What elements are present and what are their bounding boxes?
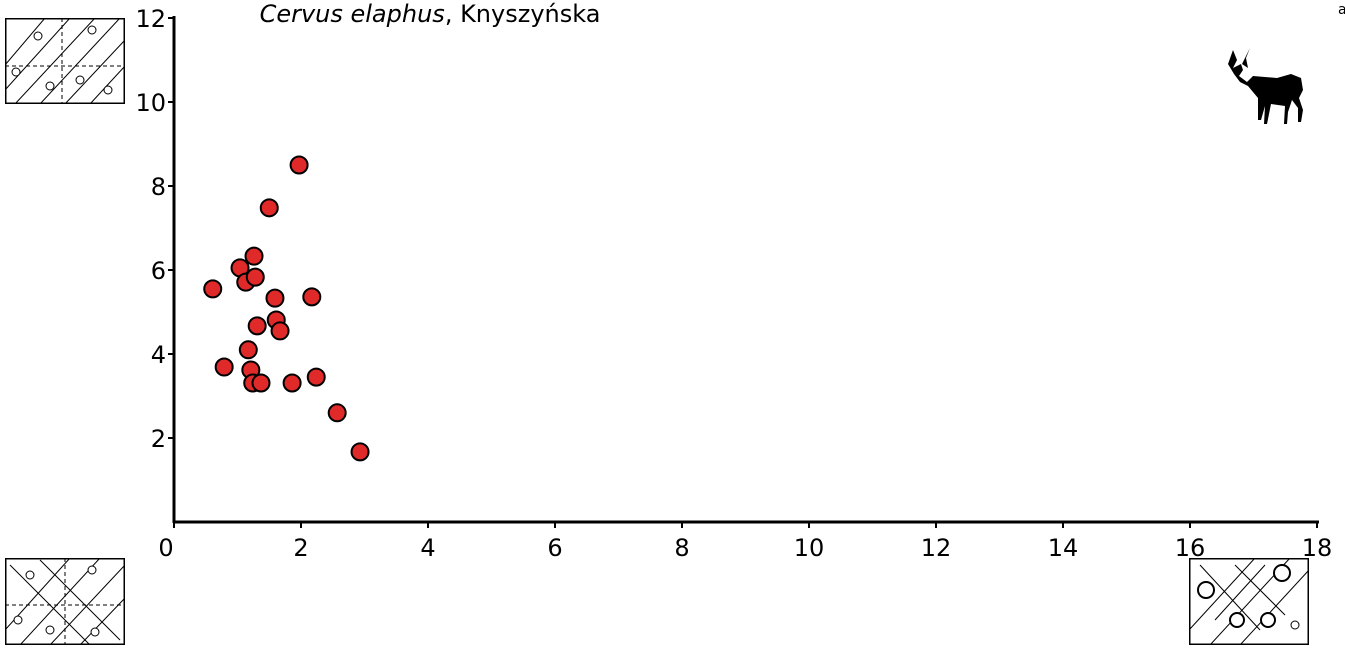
x-tick-label: 2: [293, 534, 308, 562]
y-tick-label: 10: [135, 89, 166, 117]
panel-label: a: [1338, 2, 1345, 18]
x-tick-label: 10: [794, 534, 825, 562]
point: [245, 267, 265, 287]
point: [265, 288, 285, 308]
point: [203, 279, 223, 299]
y-tick-label: 2: [151, 425, 166, 453]
x-tick-label: 8: [674, 534, 689, 562]
point: [238, 340, 258, 360]
x-tick-label: 18: [1302, 534, 1333, 562]
x-tick-label: 6: [547, 534, 562, 562]
point: [244, 246, 264, 266]
point: [282, 373, 302, 393]
point: [350, 442, 370, 462]
y-tick-label: 8: [151, 173, 166, 201]
title-species: Cervus elaphus: [260, 0, 445, 28]
point: [247, 316, 267, 336]
icon-bottom-right: [1189, 558, 1309, 645]
point: [302, 287, 322, 307]
y-tick-label: 12: [135, 5, 166, 33]
point: [251, 373, 271, 393]
x-tick-label: 4: [420, 534, 435, 562]
x-tick-label: 0: [158, 534, 173, 562]
x-tick-label: 14: [1048, 534, 1079, 562]
y-tick-label: 4: [151, 341, 166, 369]
point: [270, 321, 290, 341]
chart-title: Cervus elaphus, Knyszyńska: [260, 0, 601, 28]
deer-icon: [1228, 48, 1303, 124]
x-tick-label: 16: [1175, 534, 1206, 562]
point: [259, 198, 279, 218]
y-tick-label: 6: [151, 257, 166, 285]
icon-bottom-left: [5, 558, 125, 645]
point: [306, 367, 326, 387]
point: [214, 357, 234, 377]
x-tick-label: 12: [921, 534, 952, 562]
point: [327, 403, 347, 423]
title-site: , Knyszyńska: [445, 0, 601, 28]
point: [289, 155, 309, 175]
icon-top-left: [5, 18, 125, 104]
